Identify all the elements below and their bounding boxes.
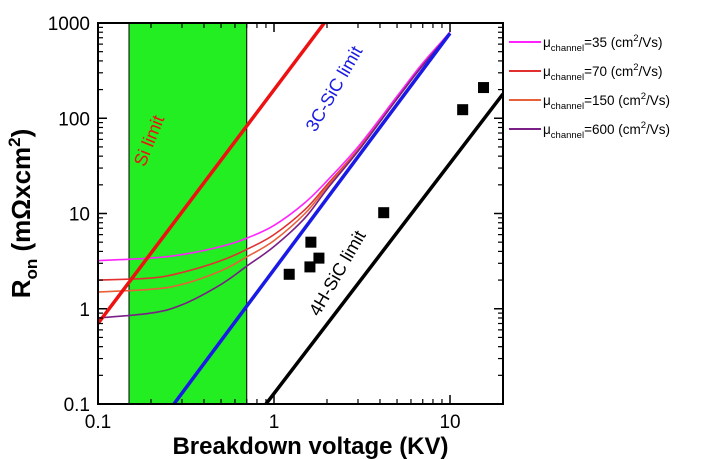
y-tick-label: 100 [58,109,90,130]
series-line-4h-sic-limit [264,92,503,404]
y-tick-label: 0.1 [64,395,90,416]
data-point-5 [378,207,390,219]
series-line-si-limit [98,23,326,325]
data-point-1 [283,268,295,280]
data-point-2 [304,261,316,273]
y-tick-label: 10 [69,205,90,226]
legend-label: μchannel=600 (cm2/Vs) [543,120,670,141]
x-tick-label: 0.1 [85,412,111,433]
series-line-3c-sic-limit [172,32,452,404]
data-point-7 [478,82,490,94]
shaded-region [128,22,248,405]
y-axis-title: Ron (mΩxcm2) [5,129,41,299]
x-tick-label: 10 [439,412,460,433]
y-axis-title-main: R [6,279,36,298]
annotation-3c-sic-limit: 3C-SiC limit [302,43,367,135]
y-tick-label: 1000 [48,14,90,35]
legend: μchannel=35 (cm2/Vs) μchannel=70 (cm2/Vs)… [509,33,670,141]
y-axis-title-sup: 2 [5,137,24,146]
data-point-4 [313,252,325,264]
data-point-3 [305,236,317,248]
data-point-6 [457,104,469,116]
y-axis-title-rest: (mΩxcm [6,147,36,259]
legend-label: μchannel=150 (cm2/Vs) [543,91,670,112]
y-axis-title-end: ) [6,129,36,138]
legend-label: μchannel=70 (cm2/Vs) [543,62,663,83]
y-tick-label: 1 [79,300,90,321]
legend-label: μchannel=35 (cm2/Vs) [543,33,663,54]
x-axis-title: Breakdown voltage (KV) [172,433,448,459]
series-line-mobility-3 [98,32,451,319]
x-tick-label: 1 [269,412,280,433]
series-line-mobility-0 [98,31,451,262]
y-axis-title-sub: on [22,259,41,280]
